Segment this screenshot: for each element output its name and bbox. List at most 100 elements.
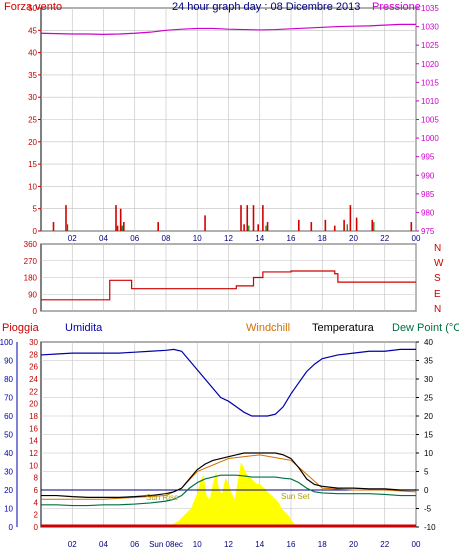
wind-x-tick-label: 20	[349, 234, 358, 243]
pressure-axis-tick-label: 995	[421, 153, 435, 162]
humidity-axis-tick-label: 90	[4, 357, 13, 366]
solar-radiation-area	[169, 462, 298, 527]
direction-label-e: E	[434, 289, 441, 300]
humidity-axis-tick-label: 70	[4, 394, 13, 403]
temp-axis-tick-label: 30	[424, 375, 433, 384]
temp-axis-tick-label: 0	[424, 486, 429, 495]
sunset-annotation: Sun Set	[281, 492, 310, 501]
temp-x-tick-label: 16	[287, 540, 296, 549]
wind-axis-tick-label: 15	[28, 160, 37, 169]
wind-x-tick-label: 18	[318, 234, 327, 243]
wind-x-tick-label: 12	[224, 234, 233, 243]
temp-x-tick-label: 14	[255, 540, 264, 549]
pressure-axis-tick-label: 1030	[421, 23, 439, 32]
pressure-axis-tick-label: 985	[421, 190, 435, 199]
temp-axis-tick-label: 20	[424, 412, 433, 421]
wind-axis-tick-label: 0	[33, 227, 38, 236]
humidity-axis-tick-label: 80	[4, 375, 13, 384]
humidity-axis-tick-label: 100	[0, 338, 14, 347]
windchill-label: Windchill	[246, 322, 290, 334]
temp-x-tick-label: 10	[193, 540, 202, 549]
rain-axis-tick-label: 30	[29, 338, 38, 347]
humidity-axis-tick-label: 50	[4, 431, 13, 440]
temp-x-tick-label: 12	[224, 540, 233, 549]
rain-axis-tick-label: 10	[29, 461, 38, 470]
wind-axis-tick-label: 5	[33, 205, 38, 214]
wind-x-tick-label: 04	[99, 234, 108, 243]
rain-axis-tick-label: 18	[29, 412, 38, 421]
humidity-series-line	[40, 348, 416, 417]
dewpoint-series-line	[41, 474, 416, 507]
temp-axis-tick-label: -5	[424, 505, 432, 514]
temperature-series-line	[41, 452, 416, 498]
pressure-axis-tick-label: 1020	[421, 60, 439, 69]
wind-axis-tick-label: 10	[28, 182, 37, 191]
windchill-series-line	[41, 454, 417, 500]
wind-axis-tick-label: 25	[28, 116, 37, 125]
rain-axis-tick-label: 4	[34, 498, 39, 507]
rain-label: Pioggia	[2, 322, 40, 334]
pressure-axis-tick-label: 1005	[421, 116, 439, 125]
temp-x-tick-label: 18	[318, 540, 327, 549]
wind-x-tick-label: 22	[380, 234, 389, 243]
graph-title: 24 hour graph day : 08 Dicembre 2013	[172, 1, 360, 13]
rain-axis-tick-label: 0	[34, 523, 39, 532]
temp-axis-tick-label: 15	[424, 431, 433, 440]
wind-x-tick-label: 10	[193, 234, 202, 243]
temp-axis-tick-label: -10	[424, 523, 436, 532]
wind-x-tick-label: 14	[255, 234, 264, 243]
rain-axis-tick-label: 12	[29, 449, 38, 458]
pressure-axis-tick-label: 1015	[421, 78, 439, 87]
rain-axis-tick-label: 8	[34, 474, 39, 483]
rain-axis-tick-label: 14	[29, 437, 38, 446]
temperature-label: Temperatura	[312, 322, 375, 334]
rain-axis-tick-label: 28	[29, 350, 38, 359]
wind-x-tick-label: 00	[412, 234, 421, 243]
temp-axis-tick-label: 25	[424, 394, 433, 403]
temp-x-tick-label: 04	[99, 540, 108, 549]
temp-x-tick-label: 22	[380, 540, 389, 549]
rain-axis-tick-label: 24	[29, 375, 38, 384]
temp-x-tick-label: 06	[130, 540, 139, 549]
rain-axis-tick-label: 6	[34, 486, 39, 495]
humidity-axis-tick-label: 30	[4, 468, 13, 477]
wind-title: Forza vento	[4, 1, 62, 13]
data-layer	[40, 23, 417, 528]
wind-axis-tick-label: 20	[28, 138, 37, 147]
direction-axis-tick-label: 90	[28, 290, 37, 299]
wind-axis-tick-label: 30	[28, 93, 37, 102]
wind-axis-tick-label: 50	[28, 4, 37, 13]
sunrise-annotation: Sun Rise	[146, 493, 179, 502]
pressure-axis-tick-label: 1025	[421, 41, 439, 50]
pressure-axis-tick-label: 990	[421, 171, 435, 180]
temp-axis-tick-label: 40	[424, 338, 433, 347]
humidity-axis-tick-label: 20	[4, 486, 13, 495]
rain-axis-tick-label: 22	[29, 387, 38, 396]
wind-x-tick-label: 06	[130, 234, 139, 243]
pressure-axis-tick-label: 1010	[421, 97, 439, 106]
direction-axis-tick-label: 360	[24, 240, 38, 249]
pressure-series-line	[40, 23, 416, 35]
temp-x-tick-label: 00	[412, 540, 421, 549]
temp-axis-tick-label: 10	[424, 449, 433, 458]
humidity-axis-tick-label: 10	[4, 505, 13, 514]
humidity-axis-tick-label: 0	[9, 523, 14, 532]
direction-axis-tick-label: 180	[24, 274, 38, 283]
temp-x-tick-label: Sun 08ec	[149, 540, 183, 549]
humidity-axis-tick-label: 60	[4, 412, 13, 421]
direction-label-s: S	[434, 273, 441, 284]
rain-axis-tick-label: 20	[29, 400, 38, 409]
rain-axis-tick-label: 26	[29, 363, 38, 372]
humidity-label: Umidita	[65, 322, 103, 334]
wind-axis-tick-label: 35	[28, 71, 37, 80]
pressure-axis-tick-label: 1035	[421, 4, 439, 13]
wind-x-tick-label: 02	[68, 234, 77, 243]
rain-axis-tick-label: 2	[34, 511, 39, 520]
wind-axis-tick-label: 45	[28, 26, 37, 35]
direction-label-w: W	[434, 258, 444, 269]
temp-axis-tick-label: 35	[424, 357, 433, 366]
wind-direction-series-line	[41, 270, 416, 301]
wind-x-tick-label: 08	[162, 234, 171, 243]
temp-x-tick-label: 20	[349, 540, 358, 549]
